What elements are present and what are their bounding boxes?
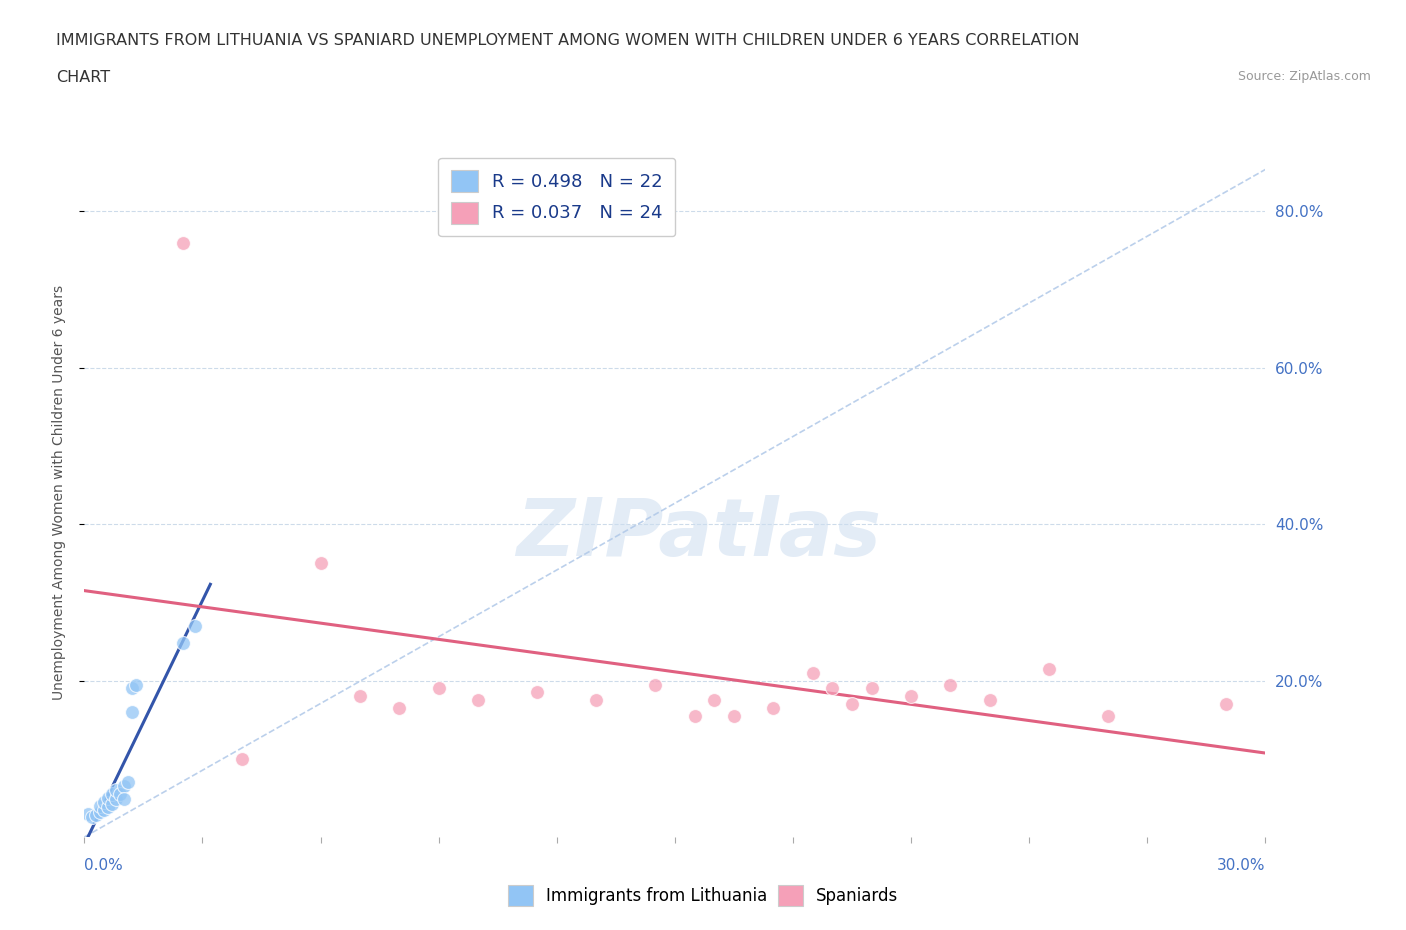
- Point: [101, 787, 124, 802]
- Legend: Immigrants from Lithuania, Spaniards: Immigrants from Lithuania, Spaniards: [502, 879, 904, 912]
- Point: [841, 697, 863, 711]
- Point: [97, 790, 120, 805]
- Point: [104, 792, 127, 807]
- Point: [801, 665, 824, 680]
- Point: [112, 792, 135, 807]
- Point: [172, 235, 194, 250]
- Point: [821, 681, 844, 696]
- Point: [683, 709, 706, 724]
- Point: [723, 709, 745, 724]
- Point: [121, 704, 143, 719]
- Text: ZIPatlas: ZIPatlas: [516, 495, 882, 573]
- Point: [84, 807, 107, 822]
- Point: [427, 681, 450, 696]
- Legend: R = 0.498   N = 22, R = 0.037   N = 24: R = 0.498 N = 22, R = 0.037 N = 24: [439, 158, 675, 236]
- Point: [183, 618, 205, 633]
- Point: [93, 803, 115, 817]
- Point: [1215, 697, 1237, 711]
- Point: [703, 693, 725, 708]
- Point: [1097, 709, 1119, 724]
- Point: [349, 689, 371, 704]
- Point: [77, 806, 100, 821]
- Text: 0.0%: 0.0%: [84, 857, 124, 872]
- Point: [1038, 661, 1060, 676]
- Point: [93, 794, 115, 809]
- Point: [101, 797, 124, 812]
- Point: [172, 635, 194, 650]
- Text: 30.0%: 30.0%: [1218, 857, 1265, 872]
- Point: [979, 693, 1001, 708]
- Point: [762, 700, 785, 715]
- Point: [82, 810, 104, 825]
- Y-axis label: Unemployment Among Women with Children Under 6 years: Unemployment Among Women with Children U…: [52, 286, 66, 700]
- Point: [309, 556, 332, 571]
- Point: [112, 778, 135, 793]
- Point: [124, 677, 146, 692]
- Point: [467, 693, 489, 708]
- Text: CHART: CHART: [56, 70, 110, 85]
- Point: [121, 681, 143, 696]
- Point: [388, 700, 411, 715]
- Text: IMMIGRANTS FROM LITHUANIA VS SPANIARD UNEMPLOYMENT AMONG WOMEN WITH CHILDREN UND: IMMIGRANTS FROM LITHUANIA VS SPANIARD UN…: [56, 33, 1080, 47]
- Point: [104, 783, 127, 798]
- Point: [89, 798, 111, 813]
- Point: [644, 677, 666, 692]
- Point: [117, 775, 139, 790]
- Point: [939, 677, 962, 692]
- Point: [108, 787, 131, 802]
- Point: [526, 684, 548, 699]
- Point: [585, 693, 607, 708]
- Point: [231, 751, 253, 766]
- Point: [900, 689, 922, 704]
- Point: [89, 804, 111, 819]
- Text: Source: ZipAtlas.com: Source: ZipAtlas.com: [1237, 70, 1371, 83]
- Point: [860, 681, 883, 696]
- Point: [97, 800, 120, 815]
